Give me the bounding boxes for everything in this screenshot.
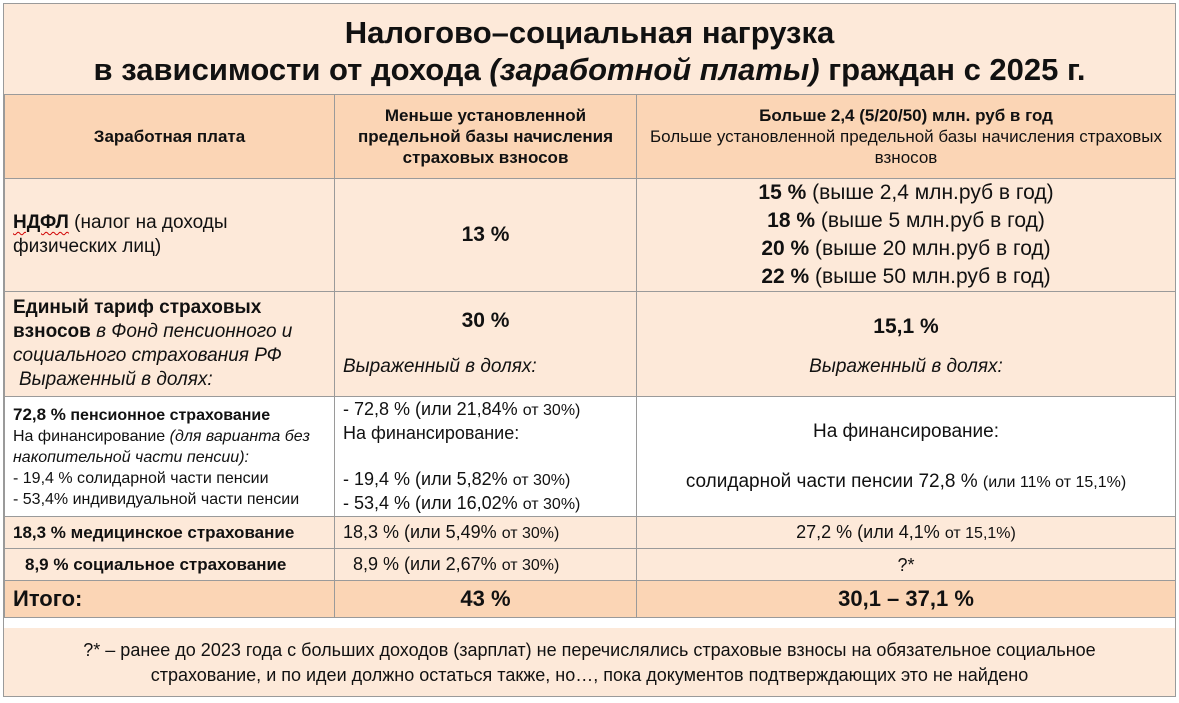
social-label: 8,9 % социальное страхование	[4, 548, 335, 581]
footnote-line-2: страхование, и по идеи должно остаться т…	[150, 665, 1029, 685]
ndfl-above-item: 20 % (выше 20 млн.руб в год)	[761, 237, 1051, 260]
pension-solidary: - 19,4 % солидарной части пенсии	[13, 469, 269, 487]
header-row: Заработная плата Меньше установленной пр…	[4, 94, 1176, 179]
pension-below: - 72,8 % (или 21,84% от 30%) На финансир…	[334, 396, 637, 517]
medical-row: 18,3 % медицинское страхование 18,3 % (и…	[4, 516, 1176, 549]
medical-below: 18,3 % (или 5,49% от 30%)	[334, 516, 637, 549]
header-above-base: Больше 2,4 (5/20/50) млн. руб в год Боль…	[636, 94, 1176, 179]
pension-below-individual: - 53,4 % (или 16,02% от 30%)	[343, 492, 581, 513]
insurance-below: 30 % Выраженный в долях:	[334, 291, 637, 397]
pension-below-financing: На финансирование:	[343, 422, 520, 443]
table-frame	[3, 3, 1176, 697]
title-line-2-prefix: в зависимости от дохода	[93, 52, 490, 87]
ndfl-above-values: 15 % (выше 2,4 млн.руб в год) 18 % (выше…	[636, 178, 1176, 292]
page-title: Налогово–социальная нагрузка в зависимос…	[4, 4, 1175, 95]
insurance-label-italic: в Фонд пенсионного и социального страхов…	[13, 321, 293, 366]
insurance-below-value: 30 %	[461, 309, 510, 332]
social-below: 8,9 % (или 2,67% от 30%)	[334, 548, 637, 581]
pension-above-financing: На финансирование:	[812, 420, 999, 442]
medical-label: 18,3 % медицинское страхование	[4, 516, 335, 549]
ndfl-label: НДФЛ (налог на доходы физических лиц)	[4, 178, 335, 292]
total-label: Итого:	[4, 580, 335, 618]
header-below-base: Меньше установленной предельной базы нач…	[334, 94, 637, 179]
medical-above: 27,2 % (или 4,1% от 15,1%)	[636, 516, 1176, 549]
insurance-label: Единый тариф страховых взносов в Фонд пе…	[4, 291, 335, 397]
insurance-row: Единый тариф страховых взносов в Фонд пе…	[4, 291, 1176, 397]
title-line-1: Налогово–социальная нагрузка	[344, 15, 835, 50]
ndfl-row: НДФЛ (налог на доходы физических лиц) 13…	[4, 178, 1176, 292]
footnote-line-1: ?* – ранее до 2023 года с больших доходо…	[83, 640, 1096, 660]
insurance-label-shares: Выраженный в долях:	[19, 369, 213, 390]
pension-individual: - 53,4% индивидуальной части пенсии	[13, 490, 300, 508]
ndfl-label-rest: (налог на доходы физических лиц)	[13, 212, 228, 257]
title-line-2: в зависимости от дохода (заработной плат…	[4, 52, 1175, 88]
pension-title: 72,8 % пенсионное страхование	[13, 404, 271, 424]
pension-label: 72,8 % пенсионное страхование На финанси…	[4, 396, 335, 517]
social-above: ?*	[636, 548, 1176, 581]
total-below: 43 %	[334, 580, 637, 618]
header-above-base-title: Больше 2,4 (5/20/50) млн. руб в год	[759, 106, 1053, 125]
pension-above-solidary: солидарной части пенсии 72,8 % (или 11% …	[685, 470, 1127, 492]
title-line-2-italic: (заработной платы)	[489, 52, 820, 87]
header-above-base-subtitle: Больше установленной предельной базы нач…	[650, 127, 1162, 167]
insurance-label-bold: Единый тариф страховых взносов	[13, 297, 262, 342]
total-row: Итого: 43 % 30,1 – 37,1 %	[4, 580, 1176, 618]
pension-below-total: - 72,8 % (или 21,84% от 30%)	[343, 398, 581, 419]
ndfl-above-item: 18 % (выше 5 млн.руб в год)	[767, 209, 1045, 232]
ndfl-below-value: 13 %	[334, 178, 637, 292]
pension-above: На финансирование: солидарной части пенс…	[636, 396, 1176, 517]
total-above: 30,1 – 37,1 %	[636, 580, 1176, 618]
ndfl-above-item: 22 % (выше 50 млн.руб в год)	[761, 265, 1051, 288]
pension-row: 72,8 % пенсионное страхование На финанси…	[4, 396, 1176, 517]
insurance-above-value: 15,1 %	[873, 315, 939, 338]
ndfl-label-bold: НДФЛ	[13, 212, 69, 233]
pension-below-solidary: - 19,4 % (или 5,82% от 30%)	[343, 468, 571, 489]
insurance-above: 15,1 % Выраженный в долях:	[636, 291, 1176, 397]
insurance-below-shares: Выраженный в долях:	[343, 356, 537, 377]
title-line-2-suffix: граждан с 2025 г.	[819, 52, 1086, 87]
insurance-above-shares: Выраженный в долях:	[809, 356, 1003, 377]
header-salary: Заработная плата	[4, 94, 335, 179]
tax-table: Заработная плата Меньше установленной пр…	[4, 94, 1176, 618]
ndfl-above-item: 15 % (выше 2,4 млн.руб в год)	[758, 181, 1054, 204]
footnote: ?* – ранее до 2023 года с больших доходо…	[4, 628, 1175, 696]
social-row: 8,9 % социальное страхование 8,9 % (или …	[4, 548, 1176, 581]
pension-financing: На финансирование (для варианта без нако…	[13, 427, 310, 466]
